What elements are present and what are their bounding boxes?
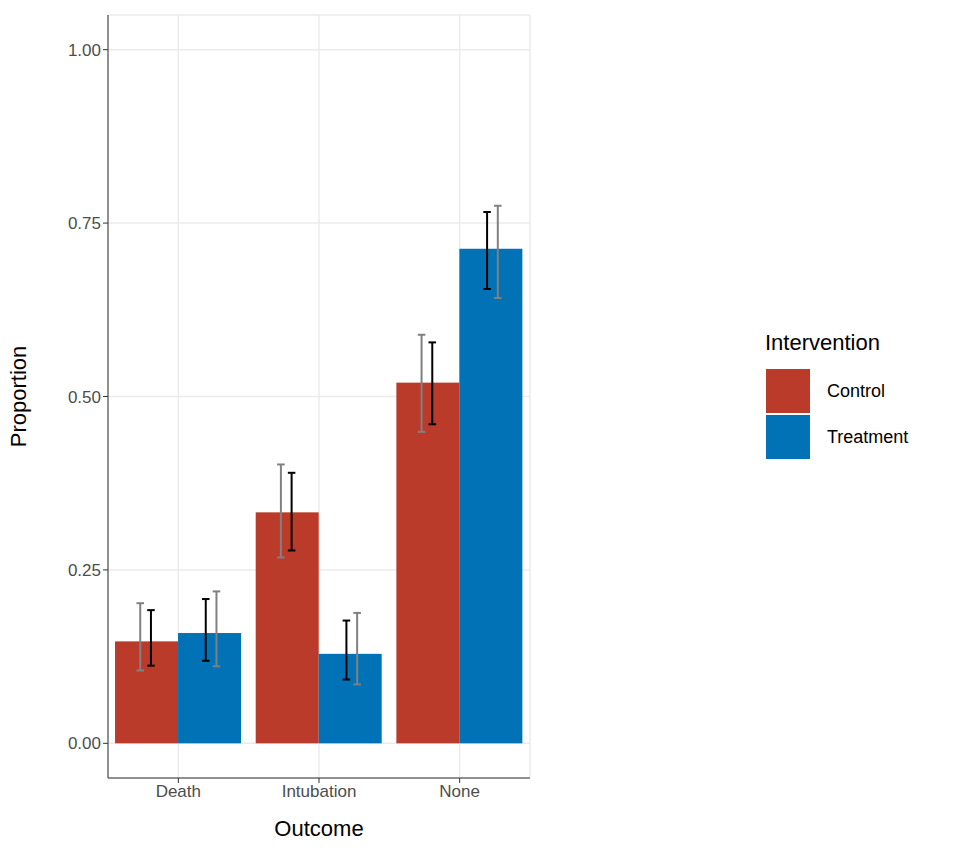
- html-text:Control: Control: [827, 380, 885, 401]
- svg-text:0.75: 0.75: [68, 214, 101, 233]
- svg-text:Intubation: Intubation: [282, 782, 357, 801]
- svg-text:Proportion: Proportion: [8, 346, 31, 448]
- svg-text:1.00: 1.00: [68, 41, 101, 60]
- svg-text:0.25: 0.25: [68, 561, 101, 580]
- svg-text:Death: Death: [156, 782, 201, 801]
- svg-text:None: None: [439, 782, 480, 801]
- html-text:Intervention: Intervention: [765, 330, 880, 355]
- html-text:Treatment: Treatment: [827, 426, 909, 447]
- svg-text:0.00: 0.00: [68, 734, 101, 753]
- svg-text:Outcome: Outcome: [274, 816, 363, 841]
- svg-text:0.50: 0.50: [68, 388, 101, 407]
